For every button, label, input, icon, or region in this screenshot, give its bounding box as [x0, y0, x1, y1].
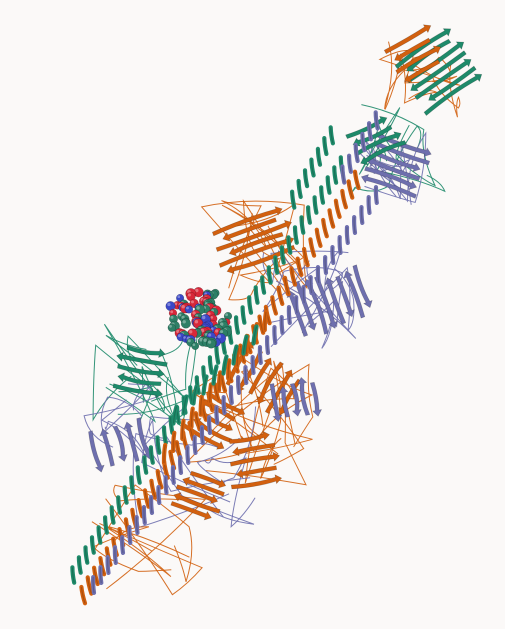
- helix-purple-upper: [340, 110, 380, 185]
- domain-orange-bottom: [228, 430, 283, 490]
- ligand-spacefill: [165, 287, 233, 350]
- helix-green-upper: [290, 125, 335, 210]
- helix-purple-long: [91, 185, 379, 595]
- domain-green-left: [112, 345, 168, 399]
- domain-green-top: [394, 28, 483, 116]
- domain-purple-upper: [360, 131, 432, 199]
- domain-orange-base: [170, 470, 227, 521]
- beta-sheets: [88, 24, 483, 521]
- domain-orange-top: [383, 24, 442, 83]
- ligand-atom: [191, 342, 200, 350]
- domain-orange-mid: [211, 206, 296, 275]
- domain-purple-lower: [269, 376, 323, 423]
- ligand-atom: [180, 318, 191, 329]
- alpha-helices: [70, 110, 380, 606]
- domain-purple-left: [88, 417, 153, 473]
- ligand-atom: [184, 305, 194, 314]
- ligand-atom: [167, 323, 176, 332]
- ligand-atom: [206, 338, 217, 349]
- helix-green-inner: [171, 324, 259, 426]
